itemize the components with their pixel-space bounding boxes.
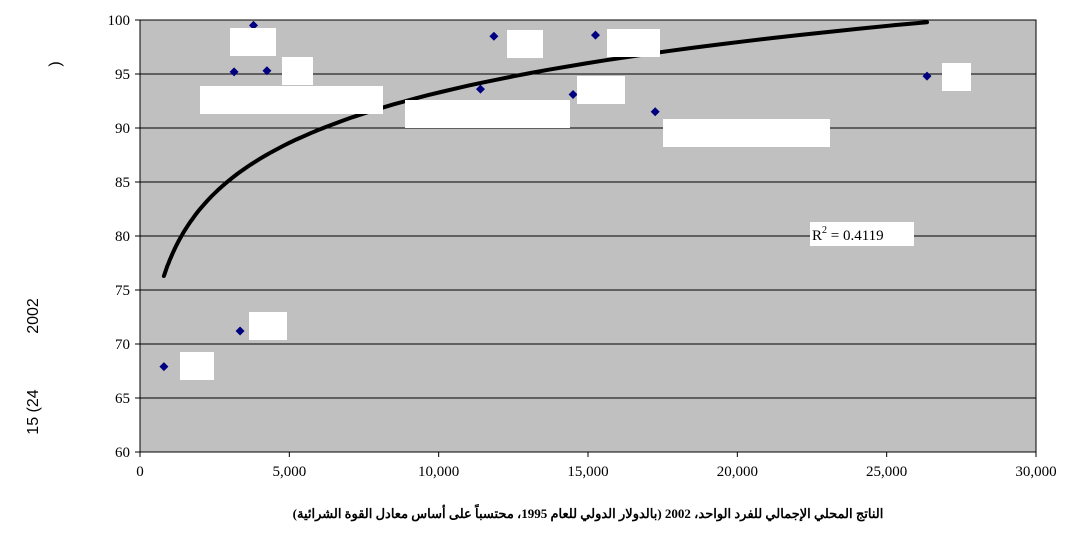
x-axis-label: الناتج المحلي الإجمالي للفرد الواحد، 200… <box>293 503 884 522</box>
r2-annotation: R2 = 0.4119 <box>810 222 914 246</box>
y-axis-label-fragment-3: 15 (24 <box>25 389 42 434</box>
y-tick-label: 90 <box>115 121 130 137</box>
point-label-box <box>607 29 660 57</box>
r2-superscript: 2 <box>822 225 827 236</box>
data-point <box>568 90 578 100</box>
point-label-box <box>282 57 313 85</box>
y-tick-label: 75 <box>115 283 130 299</box>
point-label-box <box>507 30 543 58</box>
point-label-box <box>405 100 570 128</box>
data-point <box>248 20 258 30</box>
data-point <box>650 107 660 117</box>
data-point <box>159 362 169 372</box>
data-point <box>475 84 485 94</box>
x-tick-label: 20,000 <box>717 464 758 480</box>
data-point <box>590 30 600 40</box>
x-tick-label: 5,000 <box>272 464 306 480</box>
point-label-box <box>180 352 214 380</box>
y-tick-label: 60 <box>115 445 130 461</box>
point-label-box <box>663 119 830 147</box>
r2-value: = 0.4119 <box>827 228 884 244</box>
svg-text:R2 = 0.4119: R2 = 0.4119 <box>812 225 884 244</box>
data-point <box>922 71 932 81</box>
y-tick-label: 65 <box>115 391 130 407</box>
point-label-boxes <box>180 28 971 380</box>
y-tick-label: 85 <box>115 175 130 191</box>
x-tick-label: 15,000 <box>567 464 608 480</box>
y-tick-label: 70 <box>115 337 130 353</box>
y-tick-label: 80 <box>115 229 130 245</box>
data-point <box>229 67 239 77</box>
point-label-box <box>249 312 287 340</box>
point-label-box <box>942 63 971 91</box>
point-label-box <box>200 86 383 114</box>
x-tick-label: 0 <box>136 464 144 480</box>
data-point <box>262 66 272 76</box>
y-tick-label: 95 <box>115 67 130 83</box>
data-point <box>235 326 245 336</box>
data-point <box>489 31 499 41</box>
x-tick-label: 25,000 <box>866 464 907 480</box>
y-axis-label-fragment-1: ) <box>47 61 64 66</box>
data-points <box>159 20 932 372</box>
x-tick-label: 30,000 <box>1015 464 1056 480</box>
y-tick-label: 100 <box>108 13 131 29</box>
y-axis-ticks: 60 65 70 75 80 85 90 95 100 <box>108 13 140 461</box>
trendline <box>161 20 929 278</box>
x-axis-ticks: 0 5,000 10,000 15,000 20,000 25,000 30,000 <box>136 452 1057 480</box>
gridlines <box>140 19 1036 399</box>
r2-letter: R <box>812 228 822 244</box>
x-tick-label: 10,000 <box>418 464 459 480</box>
point-label-box <box>577 76 625 104</box>
y-axis-label-fragment-2: 2002 <box>25 298 42 334</box>
point-label-box <box>230 28 276 56</box>
